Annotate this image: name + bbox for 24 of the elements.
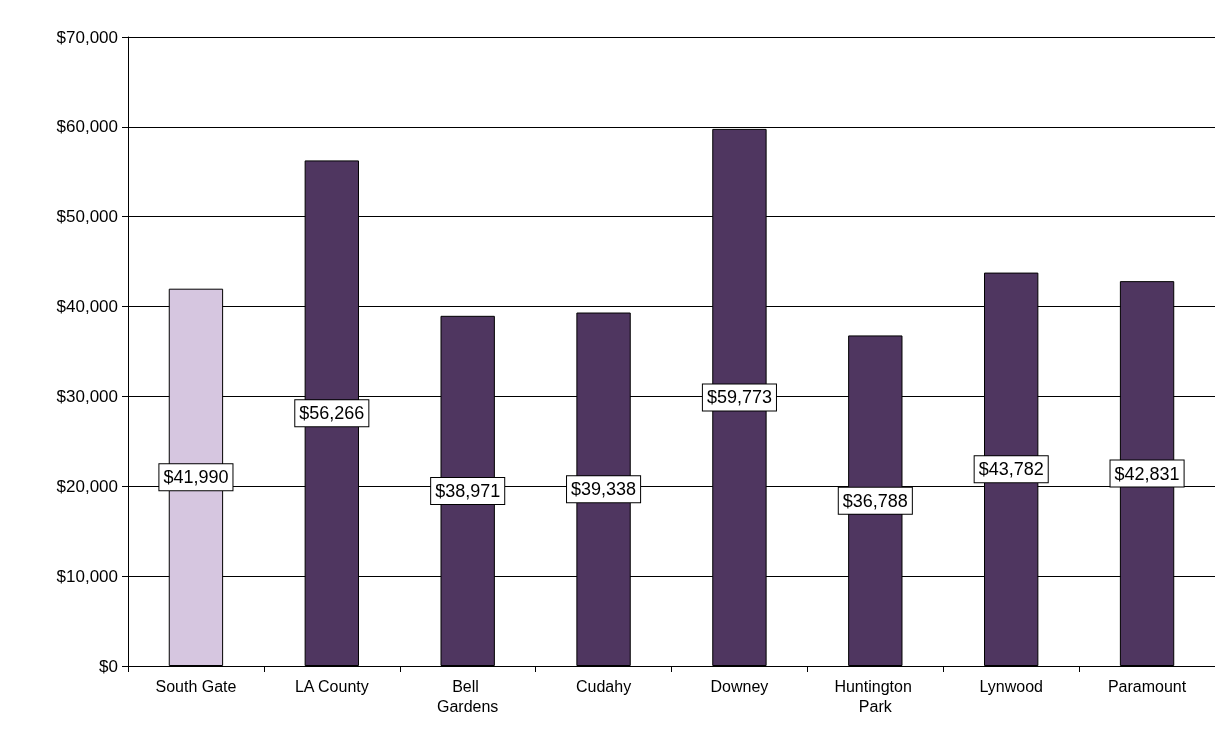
data-label: $56,266: [299, 403, 365, 424]
y-tick-label: $40,000: [56, 297, 118, 317]
x-tick-label: South Gate: [155, 677, 237, 695]
data-label: $38,971: [435, 480, 501, 501]
x-tick-label: Downey: [710, 677, 769, 695]
data-label: $43,782: [978, 459, 1044, 480]
data-label: $41,990: [163, 467, 229, 488]
x-tick-label: Cudahy: [575, 677, 632, 695]
y-tick-label: $10,000: [56, 566, 118, 586]
x-tick-label: Huntington Park: [834, 677, 917, 715]
data-label: $42,831: [1114, 463, 1180, 484]
data-label: $39,338: [571, 479, 637, 500]
x-tick-label: Paramount: [1107, 677, 1187, 695]
y-tick-label: $0: [99, 656, 118, 676]
y-tick-label: $70,000: [56, 27, 118, 47]
x-tick-label: Bell Gardens: [437, 677, 499, 715]
y-tick-label: $50,000: [56, 207, 118, 227]
x-tick-label: Lynwood: [979, 677, 1043, 695]
y-tick-label: $20,000: [56, 476, 118, 496]
data-label: $36,788: [842, 490, 908, 511]
y-tick-label: $30,000: [56, 386, 118, 406]
y-tick-label: $60,000: [56, 117, 118, 137]
data-label: $59,773: [706, 387, 772, 408]
x-tick-label: LA County: [294, 677, 369, 695]
